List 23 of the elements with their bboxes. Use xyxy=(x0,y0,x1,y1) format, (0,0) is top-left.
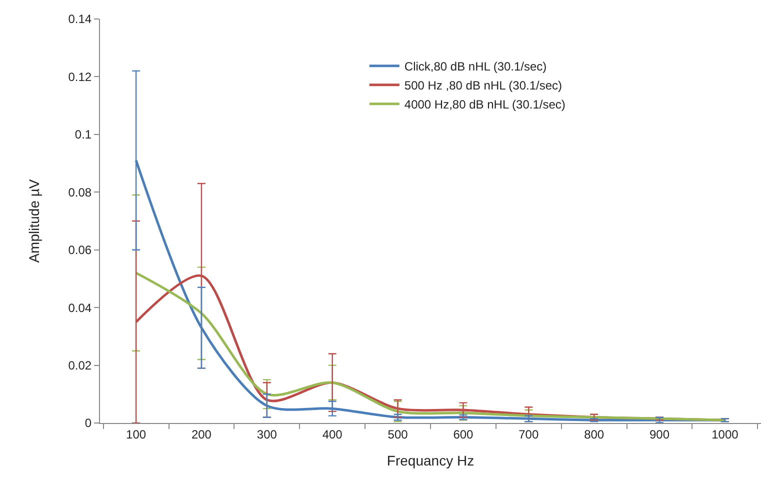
legend-label: 500 Hz ,80 dB nHL (30.1/sec) xyxy=(404,78,562,92)
legend-label: 4000 Hz,80 dB nHL (30.1/sec) xyxy=(404,98,566,112)
x-tick-label: 800 xyxy=(584,427,604,442)
y-tick-label: 0.04 xyxy=(68,300,92,315)
legend-label: Click,80 dB nHL (30.1/sec) xyxy=(404,60,547,74)
x-tick-label: 500 xyxy=(388,427,408,442)
y-tick-label: 0 xyxy=(84,416,92,430)
x-tick-label: 100 xyxy=(126,427,146,442)
x-tick-label: 600 xyxy=(453,427,474,442)
y-tick-label: 0.02 xyxy=(68,358,92,372)
y-tick-label: 0.14 xyxy=(68,12,92,26)
x-tick-label: 1000 xyxy=(712,427,739,442)
x-tick-label: 200 xyxy=(191,427,212,442)
y-axis-title: Amplitude µV xyxy=(26,178,42,263)
x-axis-title: Frequancy Hz xyxy=(386,452,474,469)
y-tick-label: 0.1 xyxy=(74,128,92,142)
x-tick-label: 300 xyxy=(256,427,278,442)
y-tick-label: 0.08 xyxy=(68,185,92,200)
x-tick-label: 400 xyxy=(322,427,343,442)
x-tick-label: 900 xyxy=(650,427,670,442)
y-tick-label: 0.12 xyxy=(68,70,92,84)
y-tick-label: 0.06 xyxy=(68,243,92,258)
x-tick-label: 700 xyxy=(518,427,539,442)
